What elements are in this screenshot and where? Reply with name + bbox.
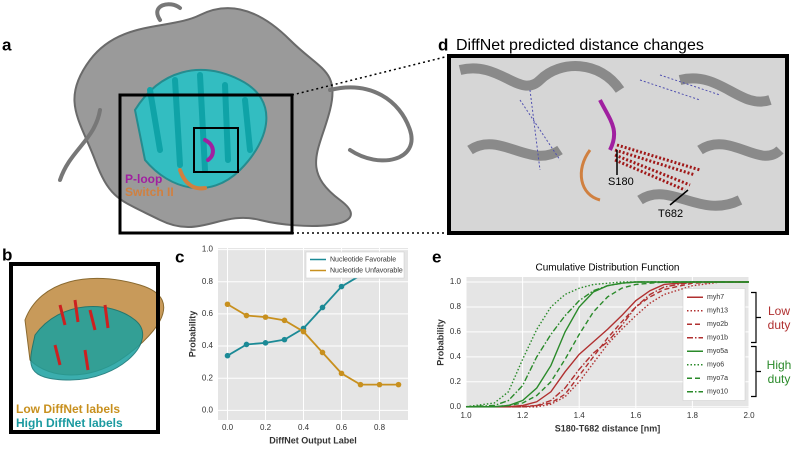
legend-label: myo1b (707, 335, 728, 342)
data-point (224, 352, 231, 359)
x-tick-label: 1.6 (630, 411, 642, 420)
x-tick-label: 1.4 (574, 411, 586, 420)
data-point (281, 336, 288, 343)
y-tick-label: 0.8 (450, 302, 462, 311)
data-point (376, 381, 383, 388)
legend-label: myo6 (707, 362, 724, 369)
x-axis-label: DiffNet Output Label (269, 435, 357, 445)
group-label: High duty (766, 357, 792, 386)
data-point (338, 370, 345, 377)
y-tick-label: 0.0 (202, 405, 214, 414)
legend-label: myh7 (707, 294, 724, 301)
protein-structure-d (447, 54, 789, 235)
y-tick-label: 0.6 (202, 309, 214, 318)
data-point (319, 349, 326, 356)
x-tick-label: 0.6 (336, 423, 348, 432)
chart-title: Cumulative Distribution Function (536, 263, 680, 274)
data-point (395, 381, 402, 388)
data-point (300, 328, 307, 335)
x-tick-label: 1.8 (687, 411, 699, 420)
x-axis-label: S180-T682 distance [nm] (555, 423, 661, 433)
series-line (465, 281, 749, 408)
data-point (262, 340, 269, 346)
y-tick-label: 1.0 (450, 277, 462, 286)
x-tick-label: 0.8 (374, 423, 386, 432)
legend-box (305, 251, 405, 279)
data-point (243, 341, 250, 348)
data-point (243, 312, 250, 319)
annotation: T682 (658, 208, 683, 220)
y-tick-label: 0.8 (202, 277, 214, 286)
y-tick-label: 0.4 (450, 352, 462, 361)
panel-title: DiffNet predicted distance changes (456, 37, 704, 54)
x-tick-label: 0.0 (222, 423, 234, 432)
data-point (338, 283, 345, 290)
y-tick-label: 0.0 (450, 402, 462, 411)
legend-label: myh13 (707, 308, 728, 315)
y-axis-label: Probability (435, 319, 445, 366)
y-tick-label: 0.4 (202, 341, 214, 350)
legend-label: Nucleotide Unfavorable (330, 267, 403, 274)
data-point (319, 304, 326, 311)
series-line (466, 281, 749, 408)
group-label: Low duty (767, 303, 791, 332)
x-tick-label: 0.2 (260, 423, 272, 432)
y-tick-label: 0.2 (450, 377, 462, 386)
series-line (466, 281, 749, 408)
legend-label: Nucleotide Favorable (330, 256, 396, 263)
y-tick-label: 0.6 (450, 327, 462, 336)
protein-structure-a (58, 2, 414, 235)
bracket (751, 291, 761, 344)
x-tick-label: 2.0 (743, 411, 755, 420)
panel-label: c (175, 247, 184, 266)
annotation: Switch II (125, 185, 174, 199)
data-point (224, 301, 231, 308)
x-tick-label: 1.2 (517, 411, 529, 420)
legend-label: myo10 (707, 389, 728, 396)
annotation: Low DiffNet labels (16, 402, 120, 416)
annotation: High DiffNet labels (16, 416, 123, 430)
legend-label: myo5a (707, 348, 728, 355)
panel-label: e (432, 247, 441, 266)
annotation: S180 (608, 176, 634, 188)
x-tick-label: 1.0 (460, 411, 472, 420)
data-point (357, 381, 364, 388)
data-point (281, 317, 288, 324)
annotation: P-loop (125, 172, 162, 186)
y-tick-label: 0.2 (202, 373, 214, 382)
series-line (227, 303, 399, 386)
panel-label: b (2, 245, 12, 264)
data-point (262, 314, 269, 320)
x-tick-label: 0.4 (298, 423, 310, 432)
y-axis-label: Probability (187, 311, 197, 358)
protein-overlay-b (9, 262, 165, 434)
legend-label: myo7a (707, 375, 728, 382)
panel-label: d (438, 35, 448, 54)
legend-label: myo2b (707, 321, 728, 328)
legend-box (682, 288, 746, 401)
y-tick-label: 1.0 (202, 245, 214, 254)
bracket (751, 345, 761, 398)
panel-label: a (2, 35, 12, 54)
zoom-connector (291, 55, 450, 96)
